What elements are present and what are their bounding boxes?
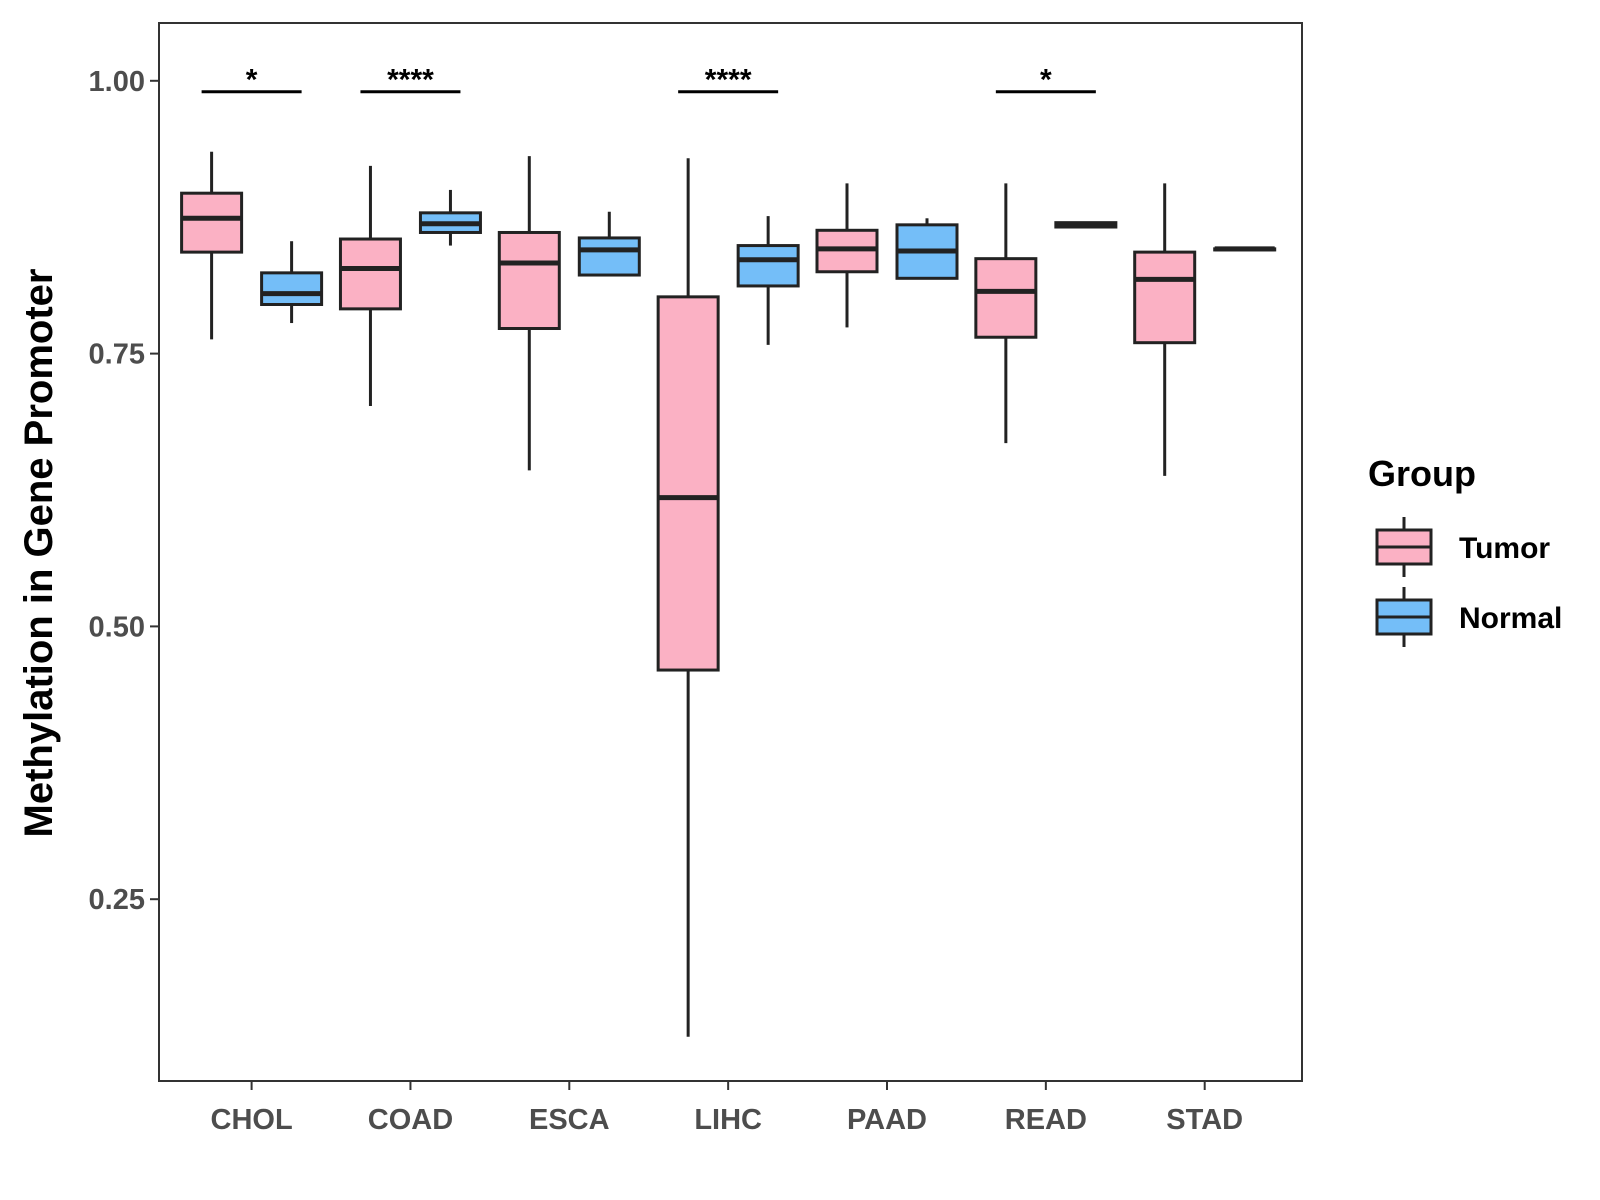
boxes-layer: [180, 151, 1277, 1037]
box-tumor-read: [974, 183, 1038, 444]
box-iqr: [656, 295, 720, 672]
box-normal-coad: [418, 189, 482, 246]
x-tick-label: PAAD: [847, 1104, 927, 1136]
x-tick-label: COAD: [368, 1104, 453, 1136]
box-tumor-paad: [815, 183, 879, 328]
x-tick-label: READ: [1005, 1104, 1087, 1136]
legend: Group Tumor Normal: [1368, 453, 1562, 647]
box-iqr: [1133, 250, 1197, 345]
box-normal-chol: [260, 241, 324, 324]
significance-label: ****: [705, 64, 752, 97]
significance-label: *: [1040, 64, 1052, 97]
y-axis: 0.25 0.50 0.75 1.00: [89, 66, 159, 916]
box-tumor-lihc: [656, 158, 720, 1037]
box-tumor-chol: [180, 151, 244, 340]
box-iqr: [497, 230, 561, 331]
box-iqr: [974, 257, 1038, 339]
significance-read: *: [995, 64, 1096, 97]
legend-label: Normal: [1459, 602, 1562, 635]
box-normal-lihc: [736, 216, 800, 345]
legend-label: Tumor: [1459, 532, 1550, 565]
y-tick-label: 0.25: [89, 884, 145, 916]
y-tick-label: 0.75: [89, 339, 145, 371]
significance-lihc: ****: [678, 64, 779, 97]
box-tumor-esca: [497, 156, 561, 471]
x-tick-label: LIHC: [694, 1104, 762, 1136]
legend-item-normal: Normal: [1375, 587, 1562, 647]
x-tick-label: STAD: [1166, 1104, 1243, 1136]
legend-title: Group: [1368, 453, 1476, 494]
y-tick-label: 1.00: [89, 66, 145, 98]
box-normal-stad: [1213, 246, 1277, 252]
box-normal-read: [1054, 221, 1118, 229]
significance-label: ****: [387, 64, 434, 97]
x-tick-label: ESCA: [529, 1104, 610, 1136]
box-iqr: [260, 271, 324, 306]
significance-coad: ****: [360, 64, 461, 97]
box-iqr: [338, 237, 402, 311]
box-iqr: [736, 244, 800, 288]
y-axis-title: Methylation in Gene Promoter: [17, 269, 61, 838]
x-axis: CHOL COAD ESCA LIHC PAAD READ STAD: [211, 1081, 1243, 1136]
box-iqr: [180, 191, 244, 254]
box-normal-paad: [895, 218, 959, 280]
y-tick-label: 0.50: [89, 611, 145, 643]
significance-chol: *: [201, 64, 302, 97]
box-normal-esca: [577, 211, 641, 277]
x-tick-label: CHOL: [211, 1104, 293, 1136]
significance-label: *: [246, 64, 258, 97]
box-tumor-stad: [1133, 183, 1197, 476]
plot-panel: [158, 22, 1303, 1082]
box-tumor-coad: [338, 165, 402, 406]
box-iqr: [577, 236, 641, 277]
significance-annotations: * **** **** *: [201, 64, 1096, 97]
legend-item-tumor: Tumor: [1375, 517, 1550, 577]
